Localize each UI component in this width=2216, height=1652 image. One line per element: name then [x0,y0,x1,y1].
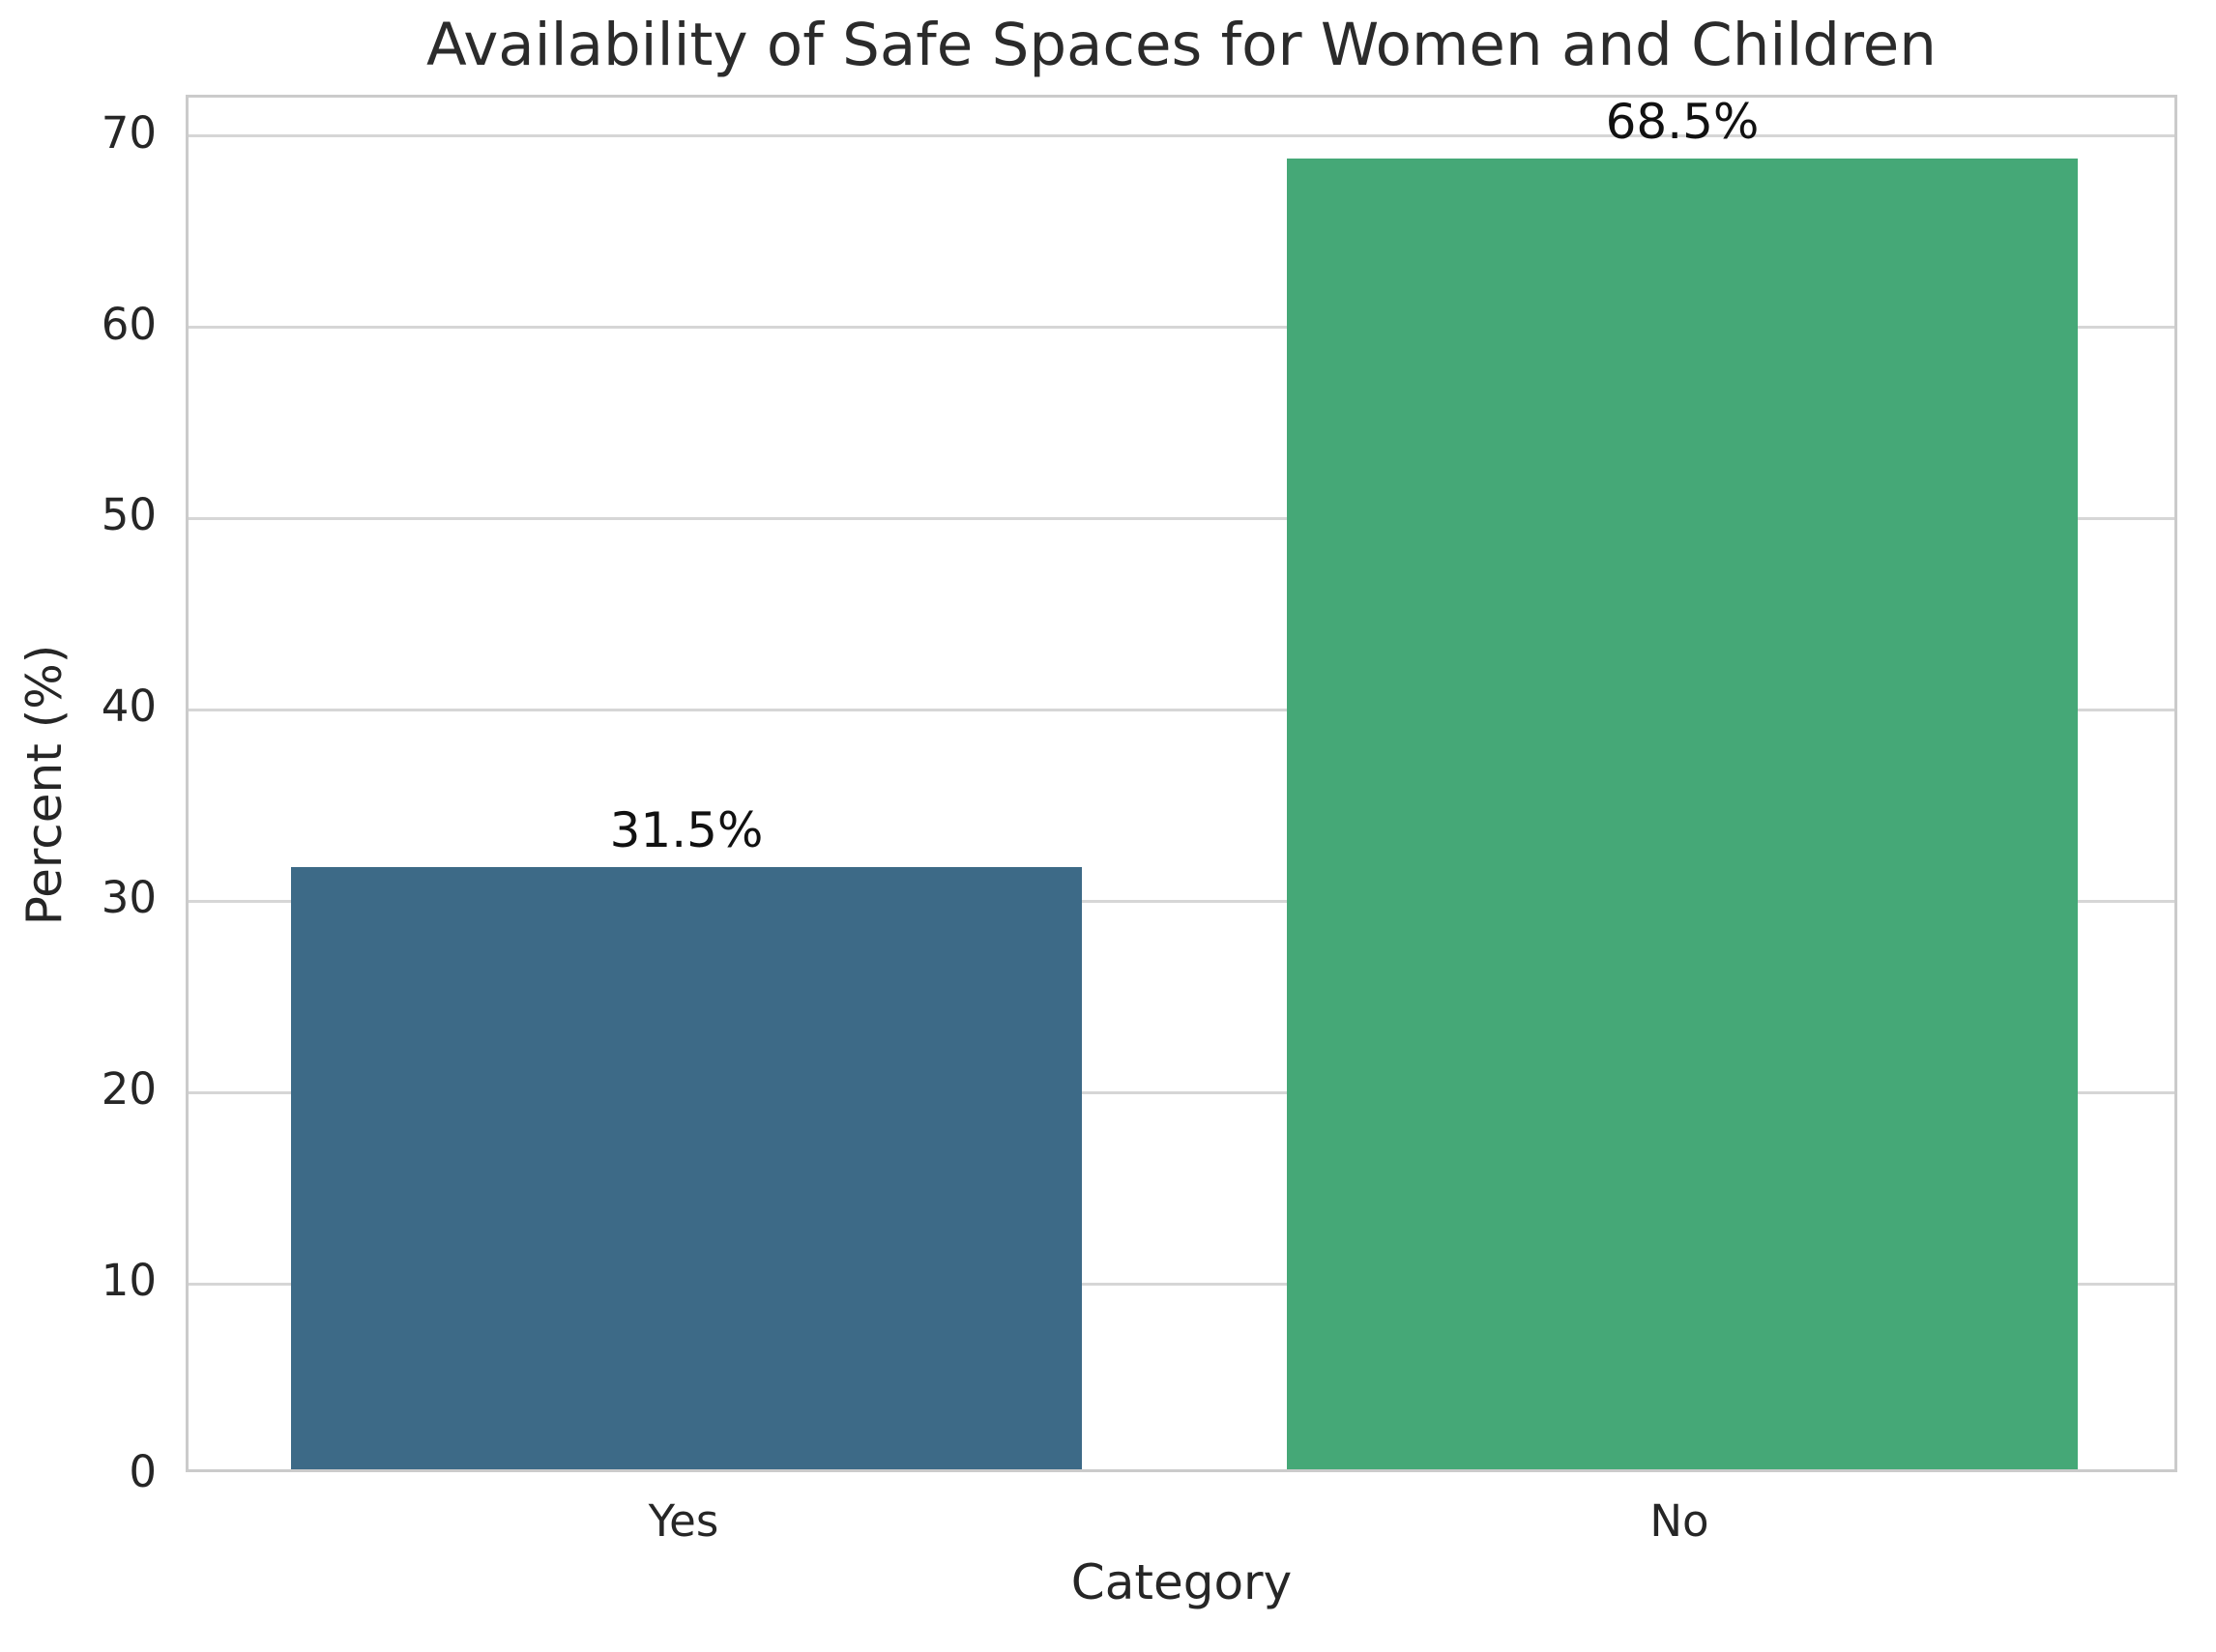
x-axis-label: Category [1070,1554,1293,1610]
chart-title: Availability of Safe Spaces for Women an… [426,11,1937,79]
bar-value-label-yes: 31.5% [609,801,764,858]
gridline-y70 [189,134,2174,138]
y-tick-label-70: 70 [101,106,157,159]
bar-no [1287,159,2078,1469]
plot-area: 31.5% 68.5% [186,95,2177,1472]
gridline-y60 [189,326,2174,329]
gridline-y20 [189,1090,2174,1094]
y-tick-label-30: 30 [101,872,157,924]
bar-yes [291,866,1082,1469]
gridline-y50 [189,516,2174,520]
y-tick-label-60: 60 [101,298,157,350]
y-tick-label-10: 10 [101,1255,157,1307]
gridline-y10 [189,1282,2174,1286]
gridline-y40 [189,708,2174,711]
x-tick-label-no: No [1649,1495,1709,1547]
x-tick-label-yes: Yes [648,1495,719,1547]
y-tick-label-50: 50 [101,489,157,541]
y-tick-label-40: 40 [101,681,157,733]
gridline-y30 [189,899,2174,903]
bar-value-label-no: 68.5% [1605,94,1760,151]
y-tick-label-20: 20 [101,1063,157,1116]
y-tick-label-0: 0 [129,1446,157,1497]
